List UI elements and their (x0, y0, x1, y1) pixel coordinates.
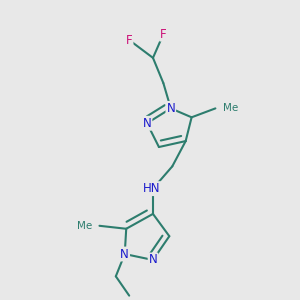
Text: N: N (148, 254, 157, 266)
Text: Me: Me (223, 103, 238, 113)
Text: N: N (120, 248, 129, 260)
Text: F: F (160, 28, 167, 40)
Text: N: N (167, 102, 175, 115)
Text: N: N (143, 117, 152, 130)
Text: HN: HN (143, 182, 160, 195)
Text: Me: Me (77, 221, 92, 231)
Text: F: F (126, 34, 133, 46)
